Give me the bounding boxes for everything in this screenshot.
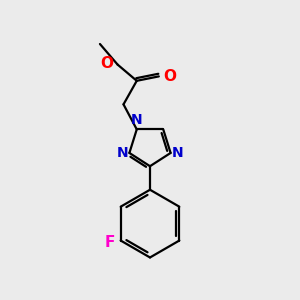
- Text: O: O: [163, 69, 176, 84]
- Text: O: O: [100, 56, 113, 70]
- Text: F: F: [105, 235, 116, 250]
- Text: N: N: [131, 113, 142, 127]
- Text: N: N: [171, 146, 183, 160]
- Text: N: N: [117, 146, 129, 160]
